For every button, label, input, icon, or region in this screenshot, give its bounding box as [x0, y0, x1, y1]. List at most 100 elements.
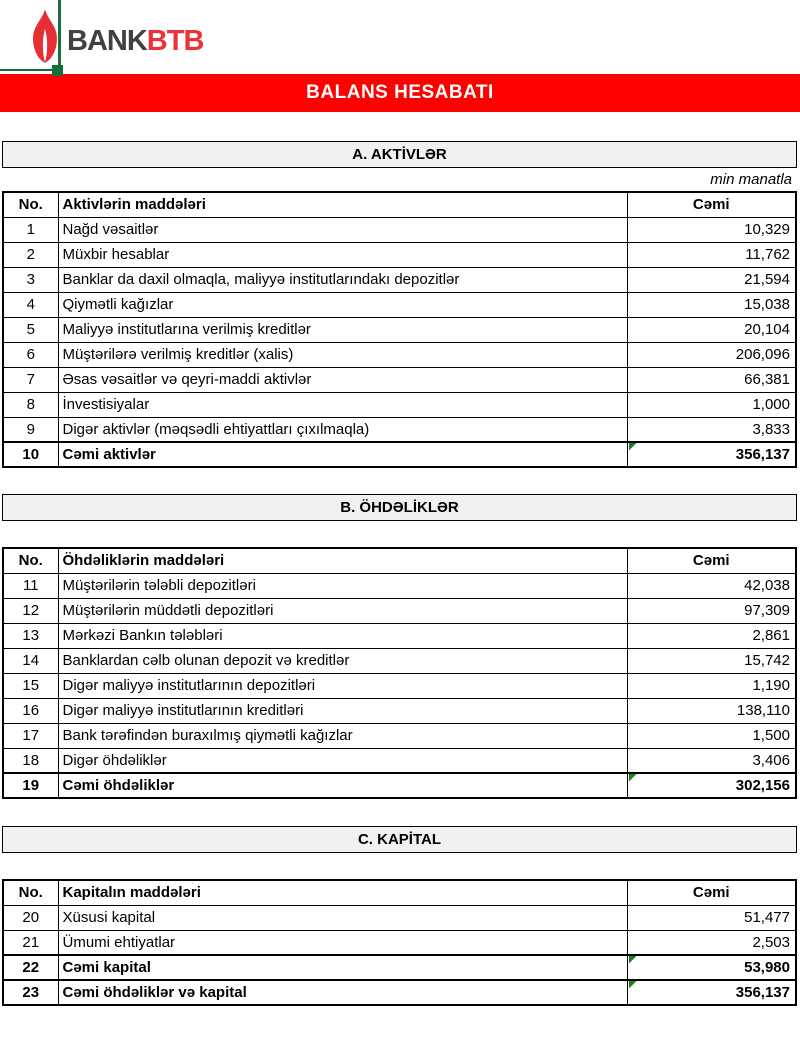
row-number: 15 [2, 672, 59, 699]
row-value: 1,500 [626, 722, 797, 749]
row-value: 15,038 [626, 291, 797, 318]
table-row: 18 Digər öhdəliklər 3,406 [2, 747, 797, 774]
row-value: 15,742 [626, 647, 797, 674]
row-value: 1,000 [626, 391, 797, 418]
table-row: 1 Nağd vəsaitlər 10,329 [2, 216, 797, 243]
logo-header: BANKBTB [0, 0, 800, 76]
row-value: 2,503 [626, 929, 797, 956]
row-number: 10 [2, 441, 59, 468]
table-header-row: No. Kapitalın maddələri Cəmi [2, 879, 797, 906]
table-row: 2 Müxbir hesablar 11,762 [2, 241, 797, 268]
logo-btb-text: BTB [146, 25, 205, 57]
table-row: 17 Bank tərəfindən buraxılmış qiymətli ka… [2, 722, 797, 749]
row-value: 10,329 [626, 216, 797, 243]
table-row: 4 Qiymətli kağızlar 15,038 [2, 291, 797, 318]
formula-marker-icon [628, 775, 637, 782]
col-header-total: Cəmi [626, 191, 797, 218]
row-number: 5 [2, 316, 59, 343]
row-value: 1,190 [626, 672, 797, 699]
section-header-bar: C. KAPİTAL [2, 826, 797, 853]
table-row: 7 Əsas vəsaitlər və qeyri-maddi aktivlər 6… [2, 366, 797, 393]
section-header-bar: B. ÖHDƏLİKLƏR [2, 494, 797, 521]
logo-divider-line [58, 0, 61, 70]
table-row: 8 İnvestisiyalar 1,000 [2, 391, 797, 418]
row-item-label: Cəmi öhdəliklər və kapital [57, 979, 628, 1006]
row-value: 3,833 [626, 416, 797, 443]
row-value: 42,038 [626, 572, 797, 599]
table-row: 21 Ümumi ehtiyatlar 2,503 [2, 929, 797, 956]
row-item-label: Cəmi öhdəliklər [57, 772, 628, 799]
col-header-item: Aktivlərin maddələri [57, 191, 628, 218]
logo-corner-square [52, 65, 63, 76]
section-title: A. AKTİVLƏR [352, 146, 447, 163]
row-item-label: Müxbir hesablar [57, 241, 628, 268]
col-header-no: No. [2, 191, 59, 218]
row-value: 97,309 [626, 597, 797, 624]
row-item-label: Digər aktivlər (məqsədli ehtiyattları çı… [57, 416, 628, 443]
row-item-label: Bank tərəfindən buraxılmış qiymətli kağı… [57, 722, 628, 749]
unit-note: min manatla [710, 171, 792, 188]
row-item-label: Digər maliyyə institutlarının kreditləri [57, 697, 628, 724]
table-row: 23 Cəmi öhdəliklər və kapital 356,137 [2, 979, 797, 1006]
row-item-label: İnvestisiyalar [57, 391, 628, 418]
row-value: 206,096 [626, 341, 797, 368]
table-row: 9 Digər aktivlər (məqsədli ehtiyattları ç… [2, 416, 797, 443]
assets-table: No. Aktivlərin maddələri Cəmi 1 Nağd vəsa… [2, 191, 797, 468]
row-number: 7 [2, 366, 59, 393]
formula-marker-icon [628, 444, 637, 451]
row-number: 23 [2, 979, 59, 1006]
table-row: 6 Müştərilərə verilmiş kreditlər (xalis) 2… [2, 341, 797, 368]
section-title: C. KAPİTAL [357, 831, 442, 848]
row-item-label: Müştərilərə verilmiş kreditlər (xalis) [57, 341, 628, 368]
liabilities-table: No. Öhdəliklərin maddələri Cəmi 11 Müştər… [2, 547, 797, 799]
row-item-label: Nağd vəsaitlər [57, 216, 628, 243]
row-item-label: Əsas vəsaitlər və qeyri-maddi aktivlər [57, 366, 628, 393]
row-item-label: Mərkəzi Bankın tələbləri [57, 622, 628, 649]
table-row: 20 Xüsusi kapital 51,477 [2, 904, 797, 931]
row-item-label: Ümumi ehtiyatlar [57, 929, 628, 956]
section-assets: A. AKTİVLƏR min manatla No. Aktivlərin m… [0, 141, 800, 468]
section-capital: C. KAPİTAL No. Kapitalın maddələri Cəmi … [0, 826, 800, 1006]
row-value: 20,104 [626, 316, 797, 343]
report-banner: BALANS HESABATI [0, 74, 800, 112]
report-title: BALANS HESABATI [306, 82, 494, 103]
col-header-item: Öhdəliklərin maddələri [57, 547, 628, 574]
row-number: 2 [2, 241, 59, 268]
row-item-label: Cəmi aktivlər [57, 441, 628, 468]
row-number: 17 [2, 722, 59, 749]
row-number: 11 [2, 572, 59, 599]
row-item-label: Maliyyə institutlarına verilmiş kreditlə… [57, 316, 628, 343]
table-row: 19 Cəmi öhdəliklər 302,156 [2, 772, 797, 799]
row-item-label: Müştərilərin tələbli depozitləri [57, 572, 628, 599]
row-number: 4 [2, 291, 59, 318]
row-value: 51,477 [626, 904, 797, 931]
logo-bank-text: BANK [67, 25, 148, 57]
table-row: 3 Banklar da daxil olmaqla, maliyyə insti… [2, 266, 797, 293]
row-item-label: Digər öhdəliklər [57, 747, 628, 774]
row-number: 6 [2, 341, 59, 368]
row-value: 11,762 [626, 241, 797, 268]
col-header-total: Cəmi [626, 547, 797, 574]
col-header-total: Cəmi [626, 879, 797, 906]
row-item-label: Banklardan cəlb olunan depozit və kredit… [57, 647, 628, 674]
row-number: 13 [2, 622, 59, 649]
row-number: 20 [2, 904, 59, 931]
row-number: 16 [2, 697, 59, 724]
row-value: 21,594 [626, 266, 797, 293]
row-number: 18 [2, 747, 59, 774]
row-number: 21 [2, 929, 59, 956]
row-item-label: Digər maliyyə institutlarının depozitlər… [57, 672, 628, 699]
table-row: 14 Banklardan cəlb olunan depozit və kred… [2, 647, 797, 674]
flame-icon [30, 8, 60, 66]
row-value: 356,137 [626, 979, 797, 1006]
row-number: 9 [2, 416, 59, 443]
logo-baseline [0, 69, 56, 71]
table-row: 15 Digər maliyyə institutlarının depozitl… [2, 672, 797, 699]
row-value: 66,381 [626, 366, 797, 393]
table-header-row: No. Öhdəliklərin maddələri Cəmi [2, 547, 797, 574]
formula-marker-icon [628, 957, 637, 964]
row-value: 302,156 [626, 772, 797, 799]
row-number: 14 [2, 647, 59, 674]
col-header-item: Kapitalın maddələri [57, 879, 628, 906]
table-row: 11 Müştərilərin tələbli depozitləri 42,038 [2, 572, 797, 599]
